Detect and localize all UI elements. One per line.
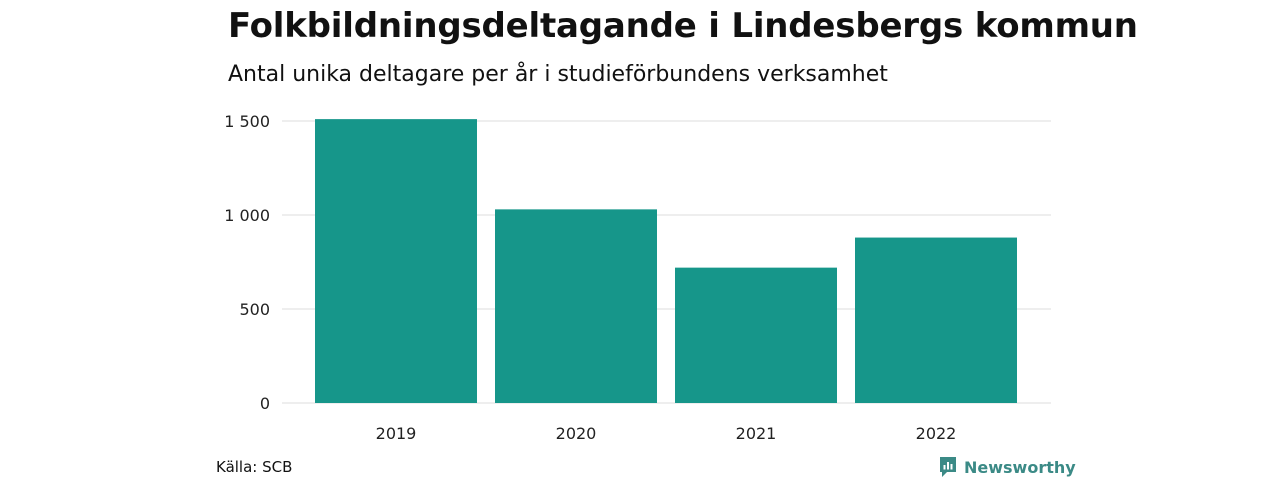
bar: [855, 237, 1017, 403]
source-label: Källa: SCB: [216, 458, 293, 476]
x-tick-label: 2021: [736, 424, 777, 443]
x-tick-label: 2019: [376, 424, 417, 443]
chart-title: Folkbildningsdeltagande i Lindesbergs ko…: [228, 6, 1138, 46]
brand-logo: Newsworthy: [938, 456, 1076, 478]
bar: [495, 209, 657, 403]
chart-subtitle: Antal unika deltagare per år i studieför…: [228, 62, 888, 87]
y-tick-label: 0: [260, 394, 270, 413]
brand-name: Newsworthy: [964, 457, 1076, 477]
y-tick-label: 1 500: [224, 112, 270, 131]
y-tick-label: 1 000: [224, 206, 270, 225]
bar: [675, 267, 837, 403]
x-tick-label: 2022: [916, 424, 957, 443]
bar: [315, 119, 477, 404]
y-tick-label: 500: [239, 300, 270, 319]
x-tick-label: 2020: [556, 424, 597, 443]
newsworthy-logo-icon: [940, 457, 956, 477]
